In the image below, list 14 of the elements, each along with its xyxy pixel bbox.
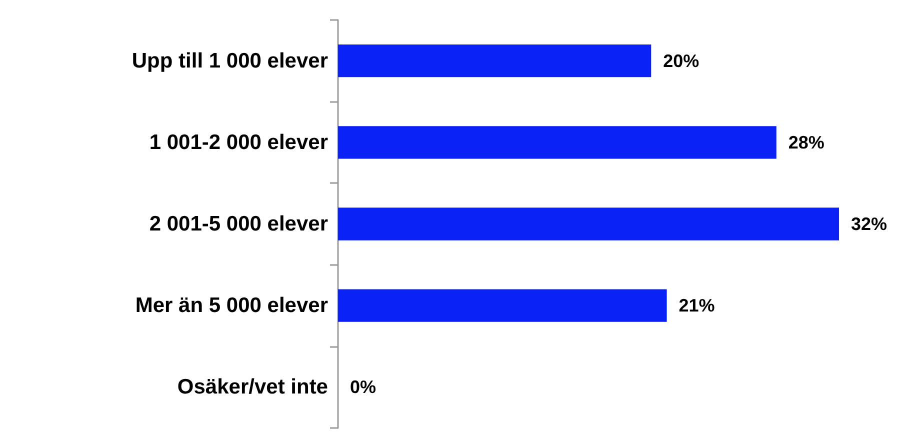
y-tick-label: Osäker/vet inte [177,376,328,399]
data-label: 32% [851,214,888,234]
data-label: 0% [350,377,376,398]
data-label: 20% [663,50,700,71]
bar [338,44,652,78]
data-label: 21% [678,296,715,316]
y-tick-label: 1 001-2 000 elever [149,130,328,154]
bar [338,289,667,322]
y-tick-label: 2 001-5 000 elever [149,212,328,236]
bar [338,208,839,240]
data-label: 28% [788,132,824,152]
y-tick-label: Mer än 5 000 elever [135,294,328,318]
bar [338,126,776,159]
y-tick-label: Upp till 1 000 elever [132,49,328,72]
